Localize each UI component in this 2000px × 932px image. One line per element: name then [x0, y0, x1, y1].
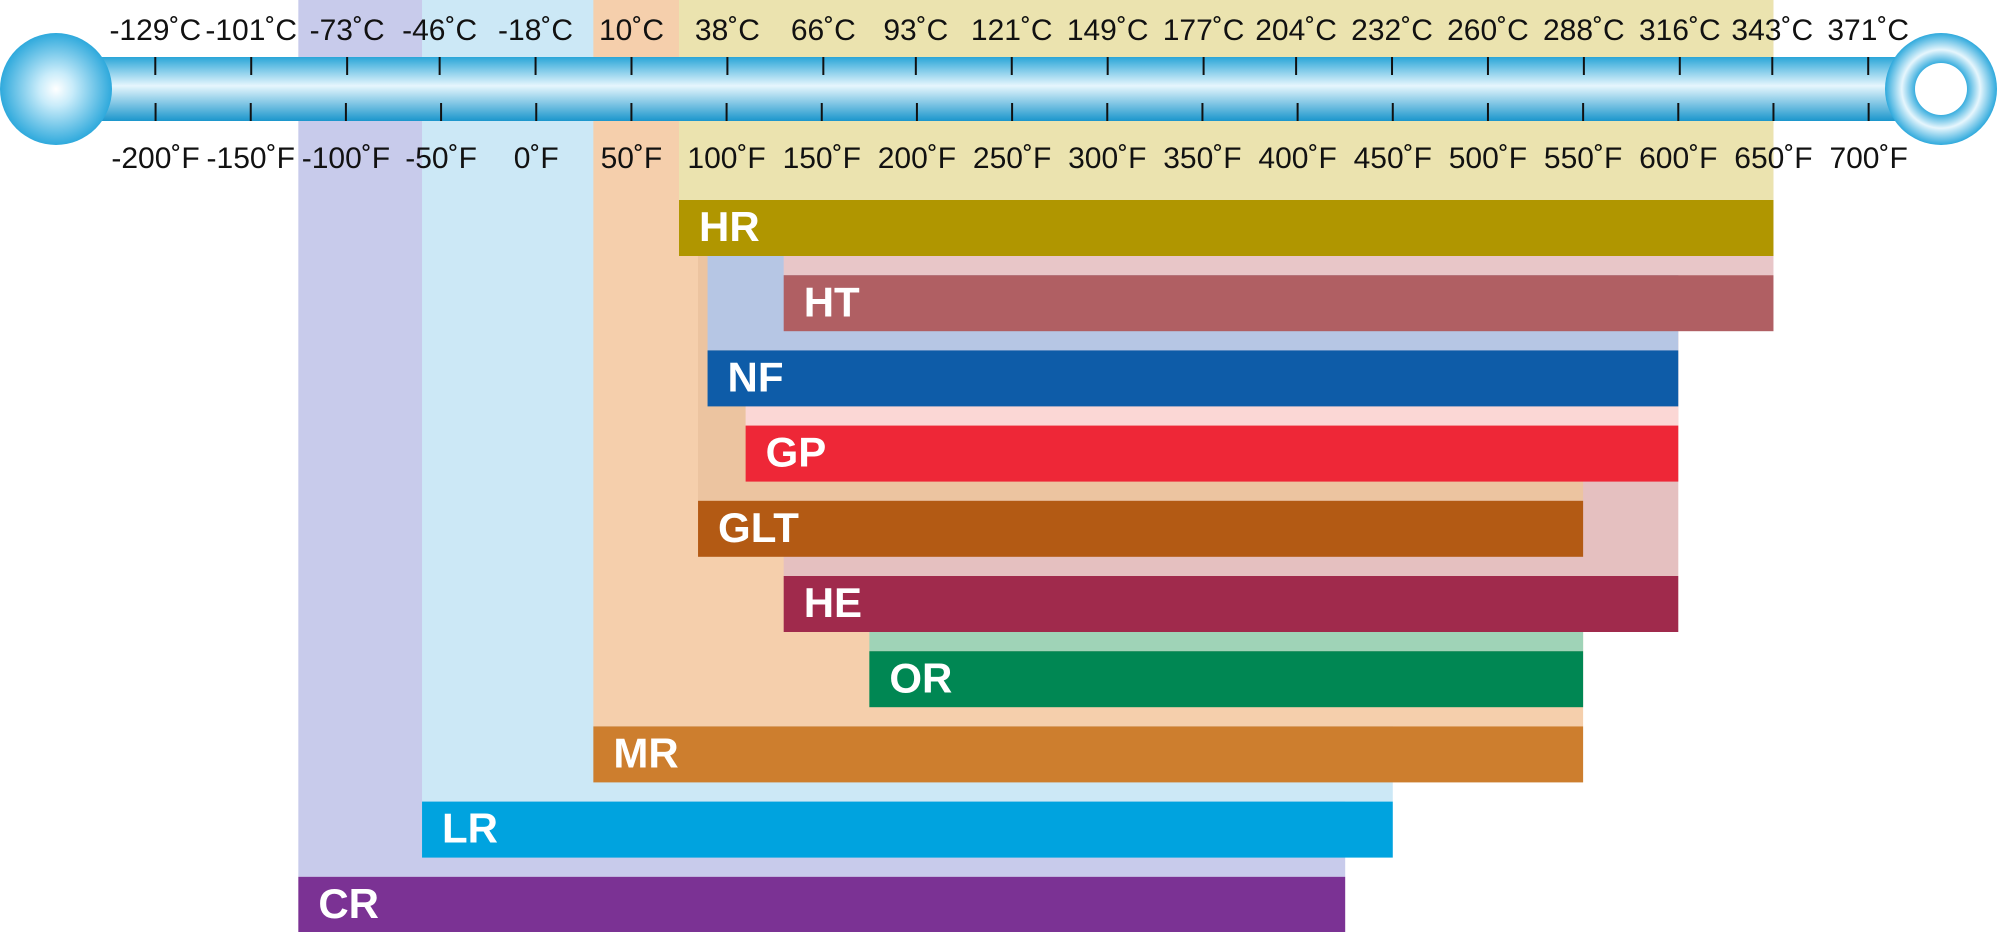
bar-label: LR [442, 805, 498, 852]
x-tick-label: 50˚F [601, 142, 663, 175]
x-tick-label: 200˚F [878, 142, 956, 175]
range-bar [707, 350, 1679, 407]
bar-label: HT [804, 278, 860, 325]
bar-label: OR [889, 654, 952, 701]
bar-label: GLT [718, 504, 799, 551]
range-bar [298, 876, 1346, 932]
x2-tick-label: 66˚C [791, 14, 856, 47]
x-tick-label: 150˚F [783, 142, 861, 175]
x2-tick-label: 93˚C [883, 14, 948, 47]
x-tick-label: 250˚F [973, 142, 1051, 175]
range-bar [783, 576, 1679, 632]
x-tick-label: 700˚F [1829, 142, 1907, 175]
bulb [0, 33, 112, 145]
x-tick-label: 500˚F [1449, 142, 1527, 175]
range-bar [679, 200, 1774, 256]
thermometer [0, 33, 1997, 145]
x2-tick-label: 288˚C [1543, 14, 1625, 47]
x-tick-label: 100˚F [687, 142, 765, 175]
x-tick-label: 450˚F [1354, 142, 1432, 175]
range-bar [698, 500, 1584, 557]
x2-tick-label: -18˚C [498, 14, 573, 47]
range-bar [745, 425, 1679, 482]
bar-label: HR [699, 203, 760, 250]
tube [56, 57, 1941, 121]
bar-label: MR [613, 729, 678, 776]
range-bar [783, 275, 1774, 332]
x2-tick-label: -101˚C [205, 14, 297, 47]
x2-tick-label: 121˚C [971, 14, 1053, 47]
x-tick-label: 550˚F [1544, 142, 1622, 175]
x2-tick-label: 316˚C [1639, 14, 1721, 47]
x-tick-label: 350˚F [1163, 142, 1241, 175]
x2-tick-label: 371˚C [1827, 14, 1909, 47]
x-tick-label: -200˚F [111, 142, 199, 175]
x2-tick-label: -129˚C [109, 14, 201, 47]
x2-tick-label: 204˚C [1255, 14, 1337, 47]
range-bar [422, 801, 1393, 858]
x2-tick-label: 232˚C [1351, 14, 1433, 47]
x2-tick-label: -73˚C [310, 14, 385, 47]
x2-tick-label: 260˚C [1447, 14, 1529, 47]
x-tick-label: -50˚F [405, 142, 477, 175]
x2-tick-label: -46˚C [402, 14, 477, 47]
x-tick-label: 600˚F [1639, 142, 1717, 175]
range-bar [869, 651, 1584, 708]
x-tick-label: -100˚F [302, 142, 390, 175]
bar-label: HE [804, 579, 862, 626]
range-bar [593, 726, 1584, 783]
bar-label: GP [766, 429, 827, 476]
x2-tick-label: 177˚C [1163, 14, 1245, 47]
x-tick-label: 0˚F [514, 142, 559, 175]
x-tick-label: 650˚F [1734, 142, 1812, 175]
x-tick-label: -150˚F [207, 142, 295, 175]
x2-tick-label: 149˚C [1067, 14, 1149, 47]
x-tick-label: 400˚F [1258, 142, 1336, 175]
x2-tick-label: 38˚C [695, 14, 760, 47]
bar-label: CR [318, 880, 379, 927]
x2-tick-label: 10˚C [599, 14, 664, 47]
x2-tick-label: 343˚C [1731, 14, 1813, 47]
bar-label: NF [728, 353, 784, 400]
ring-hole [1915, 63, 1967, 115]
x-tick-label: 300˚F [1068, 142, 1146, 175]
